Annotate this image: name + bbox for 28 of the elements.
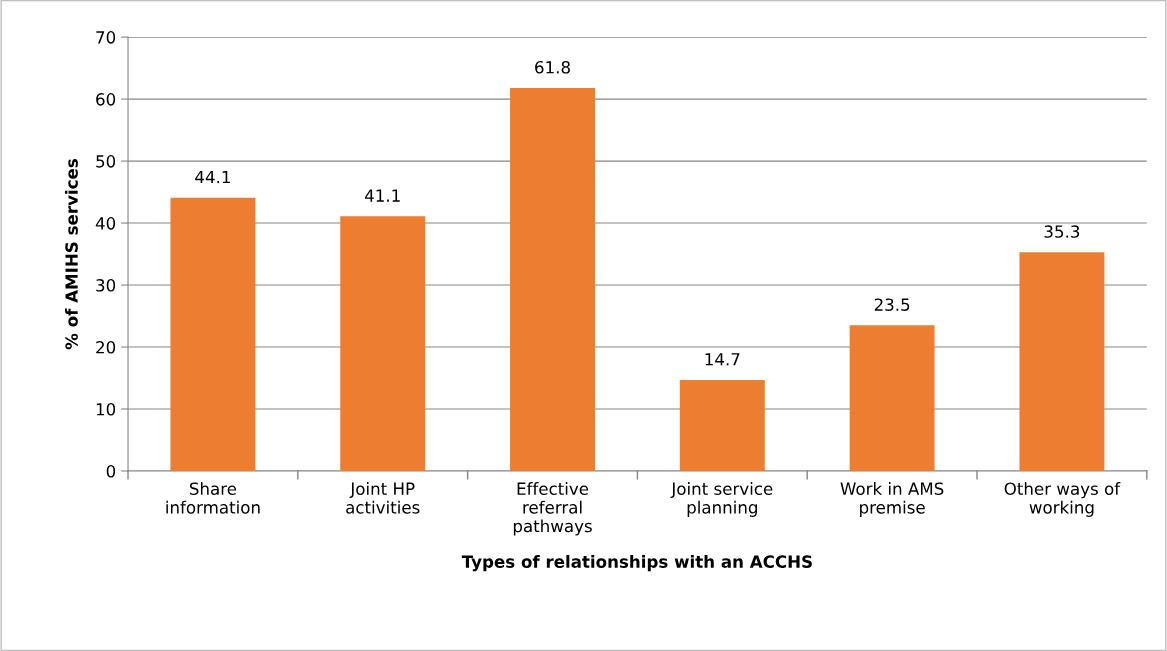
x-tick-label: Joint service planning: [670, 482, 773, 517]
data-label: 61.8: [535, 60, 570, 74]
bar: [340, 216, 426, 471]
y-tick-label: 60: [96, 93, 116, 106]
y-tick-label: 10: [96, 402, 116, 416]
y-tick-label: 0: [106, 464, 116, 478]
x-tick-label: Joint HP activities: [346, 482, 420, 514]
x-tick-label: Effective referral pathways: [513, 482, 592, 536]
data-label: 41.1: [364, 189, 400, 202]
y-tick-label: 70: [96, 31, 116, 44]
x-axis-title: Types of relationships with an ACCHS: [461, 555, 812, 572]
bar: [510, 87, 595, 471]
data-label: 44.1: [195, 170, 230, 184]
x-tick-label: Other ways of working: [1004, 482, 1121, 517]
bar: [849, 325, 935, 471]
bar: [1019, 252, 1105, 471]
x-tick-label: Share information: [166, 482, 260, 514]
data-label: 35.3: [1044, 225, 1080, 238]
bar: [679, 379, 765, 471]
y-tick-label: 30: [96, 279, 116, 292]
y-tick-label: 50: [96, 155, 116, 168]
x-tick-label: Work in AMS premise: [840, 482, 944, 517]
y-tick-label: 20: [96, 340, 116, 354]
data-label: 14.7: [705, 353, 740, 366]
bar: [170, 197, 256, 471]
y-tick-label: 40: [95, 217, 116, 230]
y-axis-title: % of AMIHS services: [64, 159, 78, 350]
data-label: 23.5: [874, 298, 910, 311]
